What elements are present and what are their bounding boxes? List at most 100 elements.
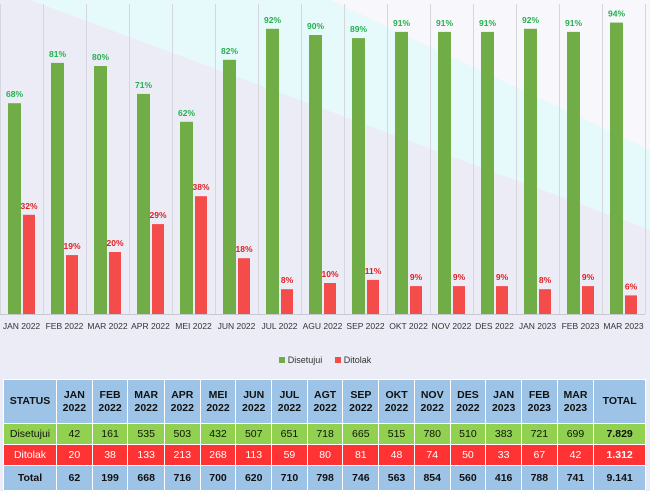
x-tick-label: OKT 2022: [389, 321, 428, 331]
table-cell: 510: [450, 424, 486, 444]
header-year: 2022: [456, 401, 480, 414]
column-header: MAR 2022: [128, 380, 164, 423]
header-year: 2022: [206, 401, 230, 414]
legend-item-ditolak: Ditolak: [334, 355, 371, 365]
disetujui-bar: [481, 31, 494, 315]
header-year: 2022: [277, 401, 302, 414]
table-cell: 383: [486, 424, 521, 444]
data-label: 20%: [106, 238, 123, 248]
header-month: SEP: [350, 388, 372, 401]
table-cell: 507: [236, 424, 272, 444]
data-label: 71%: [135, 80, 152, 90]
data-label: 68%: [6, 89, 23, 99]
ditolak-bar: [367, 279, 379, 314]
disetujui-bar: [223, 59, 236, 314]
disetujui-bar: [438, 31, 451, 315]
column-header: JUN 2022: [236, 380, 272, 423]
data-label: 94%: [608, 9, 625, 19]
column-header: OKT 2022: [379, 380, 414, 423]
ditolak-bar: [582, 286, 594, 314]
header-month: AGT: [314, 388, 337, 401]
x-tick-label: DES 2022: [475, 321, 514, 331]
x-tick-label: MAR 2022: [87, 321, 127, 331]
table-cell: 7.829: [594, 424, 645, 444]
column-header: NOV 2022: [414, 380, 450, 423]
table-cell: 133: [128, 445, 164, 465]
ditolak-bar: [23, 214, 35, 314]
disetujui-bar: [567, 31, 580, 315]
header-year: 2022: [134, 401, 158, 414]
table-cell: 620: [236, 466, 272, 490]
data-label: 8%: [539, 275, 552, 285]
ditolak-bar: [496, 286, 508, 314]
data-label: 19%: [63, 241, 80, 251]
header-month: APR: [171, 388, 194, 401]
x-tick-label: APR 2022: [131, 321, 170, 331]
header-month: JAN: [493, 388, 515, 401]
disetujui-bar: [309, 35, 322, 314]
table-cell: 80: [307, 445, 343, 465]
table-cell: 780: [414, 424, 450, 444]
disetujui-bar: [610, 22, 623, 314]
header-month: MEI: [208, 388, 228, 401]
x-tick-label: JAN 2022: [3, 321, 41, 331]
ditolak-bar: [324, 283, 336, 314]
table-row: Ditolak 20 38 133 213 268 113 59 80 81 48 74 50 33 67 4…: [4, 445, 645, 465]
table-cell: 665: [343, 424, 379, 444]
data-label: 91%: [436, 18, 453, 28]
disetujui-bar: [94, 66, 107, 314]
data-label: 9%: [410, 272, 423, 282]
header-year: 2023: [527, 401, 552, 414]
data-label: 92%: [522, 15, 539, 25]
x-tick-label: MEI 2022: [175, 321, 212, 331]
x-tick-label: JAN 2023: [519, 321, 557, 331]
table-cell: 199: [92, 466, 128, 490]
column-header: STATUS: [4, 380, 56, 423]
table-cell: 33: [486, 445, 521, 465]
legend-label: Disetujui: [287, 355, 323, 365]
disetujui-bar: [51, 62, 64, 315]
table-cell: 67: [521, 445, 557, 465]
column-header: APR 2022: [164, 380, 200, 423]
x-tick-label: JUN 2022: [218, 321, 256, 331]
ditolak-bar: [281, 289, 293, 314]
table-cell: 74: [414, 445, 450, 465]
column-header: JUL 2022: [272, 380, 307, 423]
legend: Disetujui Ditolak: [0, 355, 650, 365]
header-month: FEB: [528, 388, 550, 401]
table-cell: 854: [414, 466, 450, 490]
header-month: NOV: [420, 388, 444, 401]
table-cell: 700: [200, 466, 236, 490]
data-label: 11%: [365, 266, 382, 276]
ditolak-bar: [453, 286, 465, 314]
column-header: AGT 2022: [307, 380, 343, 423]
table-cell: 20: [57, 445, 92, 465]
table-cell: 746: [343, 466, 379, 490]
disetujui-bar: [180, 121, 193, 314]
data-label: 38%: [192, 182, 209, 192]
header-month: JUL: [279, 388, 300, 401]
column-header: JAN 2022: [57, 380, 92, 423]
data-label: 81%: [49, 49, 66, 59]
ditolak-bar: [238, 258, 250, 314]
disetujui-bar: [352, 38, 365, 314]
bar-chart: 68% 32% JAN 2022 81% 19% FEB 2022 80% 20% MAR 20…: [0, 4, 646, 331]
table-cell: 716: [164, 466, 200, 490]
table-cell: 213: [164, 445, 200, 465]
x-tick-label: SEP 2022: [346, 321, 384, 331]
row-label: Total: [4, 466, 56, 490]
ditolak-bar: [410, 286, 422, 314]
table-cell: 515: [379, 424, 414, 444]
legend-swatch: [334, 357, 341, 363]
column-header: FEB 2022: [92, 380, 128, 423]
header-year: 2022: [242, 401, 266, 414]
ditolak-bar: [625, 295, 637, 314]
table-cell: 81: [343, 445, 379, 465]
header-year: 2022: [313, 401, 337, 414]
disetujui-bar: [137, 93, 150, 315]
header-month: FEB: [99, 388, 121, 401]
x-tick-label: FEB 2023: [562, 321, 600, 331]
table-cell: 798: [307, 466, 343, 490]
table-cell: 50: [450, 445, 486, 465]
header-month: MAR: [563, 388, 588, 401]
